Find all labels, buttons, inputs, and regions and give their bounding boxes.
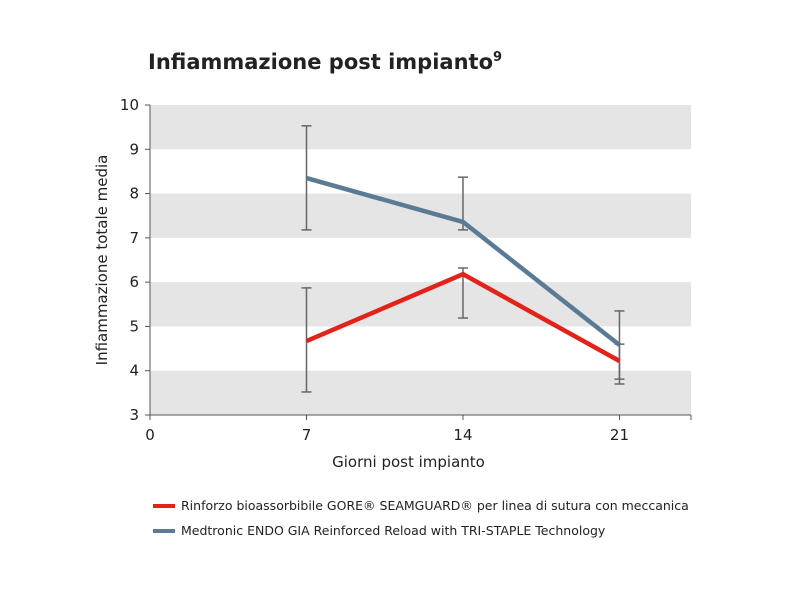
x-tick-label: 7 (302, 426, 312, 444)
x-tick-label: 14 (453, 426, 472, 444)
y-tick-label: 7 (129, 229, 139, 247)
chart-title: Infiammazione post impianto9 (148, 50, 503, 74)
x-tick-label: 0 (145, 426, 155, 444)
x-tick-label: 21 (610, 426, 629, 444)
legend-item-seamguard: Rinforzo bioassorbibile GORE® SEAMGUARD®… (153, 498, 689, 513)
y-tick-label: 8 (129, 185, 139, 203)
legend-item-medtronic: Medtronic ENDO GIA Reinforced Reload wit… (153, 523, 605, 538)
legend-swatch (153, 503, 175, 508)
legend-label: Rinforzo bioassorbibile GORE® SEAMGUARD®… (181, 498, 689, 513)
grid-band (150, 282, 691, 327)
y-tick-label: 9 (129, 140, 139, 158)
legend-swatch (153, 528, 175, 533)
grid-band (150, 370, 691, 415)
y-tick-label: 6 (129, 273, 139, 291)
legend-label: Medtronic ENDO GIA Reinforced Reload wit… (181, 523, 606, 538)
grid-band (150, 105, 691, 150)
y-tick-label: 5 (129, 317, 139, 335)
y-tick-label: 3 (129, 406, 139, 424)
grid-band (150, 193, 691, 238)
y-tick-label: 10 (120, 96, 139, 114)
x-axis-label: Giorni post impianto (332, 453, 485, 471)
y-tick-label: 4 (129, 362, 139, 380)
y-axis-label: Infiammazione totale media (93, 155, 111, 366)
